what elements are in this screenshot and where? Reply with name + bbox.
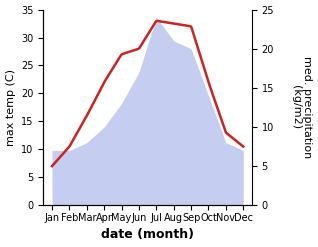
Y-axis label: max temp (C): max temp (C) [5,69,16,146]
Y-axis label: med. precipitation
(kg/m2): med. precipitation (kg/m2) [291,56,313,159]
X-axis label: date (month): date (month) [101,228,194,242]
